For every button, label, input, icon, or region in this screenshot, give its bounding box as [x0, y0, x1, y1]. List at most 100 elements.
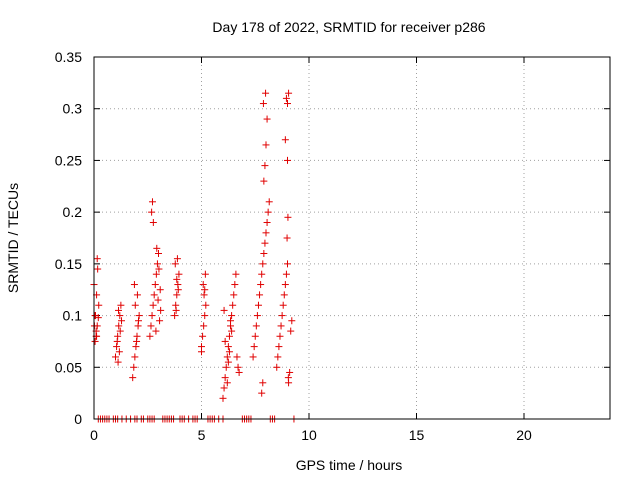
data-point — [173, 255, 181, 263]
data-point — [284, 156, 291, 164]
data-point — [153, 244, 161, 252]
data-point — [148, 312, 156, 320]
data-point — [130, 281, 138, 289]
data-point — [258, 270, 266, 278]
y-tick-label: 0.25 — [55, 152, 82, 168]
data-point — [254, 301, 262, 309]
data-point — [230, 291, 238, 299]
data-point — [286, 368, 294, 376]
data-point — [233, 353, 241, 361]
data-point — [250, 343, 258, 351]
data-point — [220, 384, 228, 392]
data-point — [234, 363, 242, 371]
data-point — [282, 94, 290, 102]
data-point — [132, 343, 140, 351]
data-point — [284, 374, 292, 382]
data-point — [221, 337, 229, 345]
x-tick-label: 15 — [409, 427, 425, 443]
data-point — [281, 136, 289, 144]
y-tick-label: 0.05 — [55, 359, 82, 375]
data-point — [113, 343, 121, 351]
data-point — [149, 301, 157, 309]
data-point — [280, 291, 288, 299]
data-point — [114, 358, 122, 366]
data-point — [131, 353, 139, 361]
data-point — [95, 301, 103, 309]
data-point — [131, 301, 139, 309]
data-point — [149, 218, 157, 226]
y-tick-label: 0.3 — [63, 101, 83, 117]
data-point — [147, 322, 155, 330]
data-point — [130, 363, 138, 371]
data-point — [260, 250, 268, 258]
data-point — [155, 250, 162, 258]
data-point — [251, 332, 259, 340]
x-axis-label: GPS time / hours — [296, 457, 403, 473]
data-point — [227, 317, 235, 325]
data-point — [223, 379, 231, 387]
data-point — [94, 265, 102, 273]
data-point — [249, 353, 257, 361]
data-point — [262, 89, 270, 97]
data-point — [284, 260, 291, 268]
data-point — [154, 296, 162, 304]
data-point — [115, 322, 123, 330]
data-point — [232, 270, 240, 278]
data-point — [279, 301, 287, 309]
data-point — [156, 317, 164, 325]
data-point — [146, 332, 154, 340]
data-point — [135, 312, 143, 320]
data-point — [282, 270, 290, 278]
data-point — [223, 353, 231, 361]
y-axis-label: SRMTID / TECUs — [5, 183, 21, 293]
data-point — [116, 312, 124, 320]
data-point — [115, 348, 123, 356]
data-point — [202, 301, 210, 309]
data-point — [150, 291, 158, 299]
data-point — [172, 306, 180, 314]
data-point — [199, 281, 207, 289]
chart-title: Day 178 of 2022, SRMTID for receiver p28… — [212, 19, 485, 35]
data-point — [261, 162, 269, 170]
data-point — [91, 312, 99, 320]
data-point — [151, 281, 159, 289]
data-point — [262, 229, 270, 237]
x-tick-label: 20 — [516, 427, 532, 443]
data-point — [264, 208, 272, 216]
data-point — [224, 343, 232, 351]
data-point — [152, 270, 160, 278]
data-point — [285, 89, 293, 97]
data-point — [148, 198, 156, 206]
data-point — [198, 348, 205, 356]
data-point — [129, 374, 137, 382]
data-point — [273, 363, 281, 371]
data-point — [155, 265, 163, 273]
data-point — [228, 327, 236, 335]
data-point — [288, 317, 296, 325]
data-point — [283, 234, 291, 242]
data-point — [253, 312, 261, 320]
data-point — [201, 286, 209, 294]
data-point — [152, 327, 160, 335]
y-tick-label: 0.15 — [55, 256, 82, 272]
data-point — [133, 337, 141, 345]
data-point — [277, 322, 285, 330]
data-point — [229, 301, 237, 309]
data-point — [276, 332, 284, 340]
x-tick-label: 0 — [90, 427, 98, 443]
data-point — [201, 312, 209, 320]
data-point — [201, 270, 209, 278]
data-point — [284, 213, 292, 221]
data-point — [173, 291, 181, 299]
x-tick-label: 5 — [198, 427, 206, 443]
data-point — [174, 286, 182, 294]
data-point — [261, 239, 269, 247]
plot-frame — [93, 56, 611, 420]
data-point — [231, 281, 239, 289]
data-point — [133, 291, 141, 299]
data-point — [117, 301, 125, 309]
data-point — [278, 312, 286, 320]
data-point — [265, 198, 273, 206]
data-point — [93, 322, 101, 330]
